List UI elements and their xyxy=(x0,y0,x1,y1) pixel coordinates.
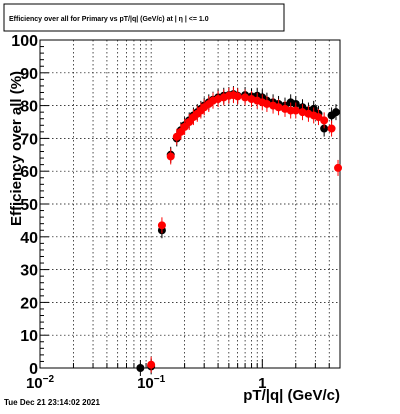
y-tick-label: 20 xyxy=(20,295,38,312)
y-tick-label: 0 xyxy=(29,361,38,378)
data-point-black xyxy=(331,108,340,117)
data-point-red xyxy=(157,221,166,230)
y-tick-labels: 0 10 20 30 40 50 60 70 80 90 100 xyxy=(11,33,38,378)
data-point-red xyxy=(241,93,250,102)
x-tick-label: 10−1 xyxy=(137,374,166,392)
data-point-red xyxy=(334,163,343,172)
plot-frame xyxy=(39,39,341,369)
y-tick-label: 60 xyxy=(20,164,38,181)
y-tick-label: 70 xyxy=(20,131,38,148)
data-point-red xyxy=(291,106,300,115)
x-tick-label: 1 xyxy=(258,375,266,392)
x-tick-labels: 10−2 10−1 1 xyxy=(26,374,267,392)
data-point-red xyxy=(320,116,329,125)
data-point-red xyxy=(327,124,336,133)
data-point-black xyxy=(136,364,145,372)
data-point-red xyxy=(233,92,242,101)
chart-title: Efficiency over all for Primary vs pT/|q… xyxy=(9,16,209,23)
y-tick-label: 90 xyxy=(20,66,38,83)
title-box xyxy=(3,3,285,32)
x-axis-label: pT/|q| (GeV/c) xyxy=(243,387,340,404)
data-point-red xyxy=(274,103,283,112)
x-tick-label: 10−2 xyxy=(26,374,55,392)
y-tick-label: 10 xyxy=(20,328,38,345)
data-point-red xyxy=(262,99,271,108)
y-tick-label: 80 xyxy=(20,99,38,116)
data-point-red xyxy=(166,152,175,161)
y-tick-label: 30 xyxy=(20,263,38,280)
grid xyxy=(40,40,340,368)
y-axis-label: Efficiency over all (%) xyxy=(8,71,25,226)
y-tick-label: 100 xyxy=(11,33,38,50)
data-point-black xyxy=(320,124,329,133)
y-tick-label: 50 xyxy=(20,197,38,214)
data-points xyxy=(136,86,343,376)
data-point-red xyxy=(147,360,156,369)
timestamp: Tue Dec 21 23:14:02 2021 xyxy=(4,398,100,407)
y-tick-label: 40 xyxy=(20,230,38,247)
